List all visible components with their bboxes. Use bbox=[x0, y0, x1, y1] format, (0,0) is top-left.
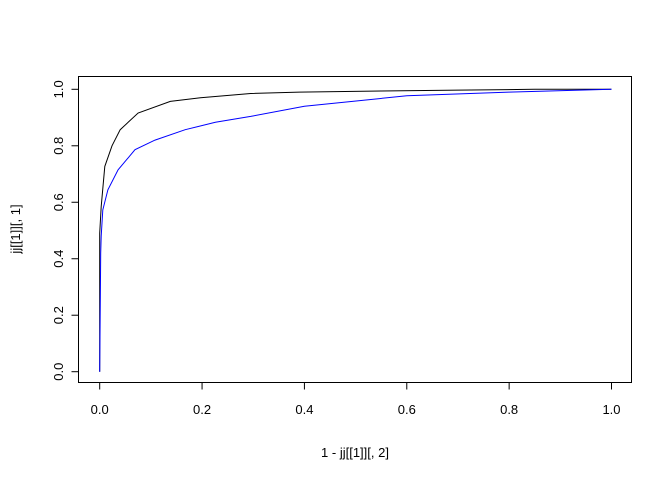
y-tick-label: 1.0 bbox=[51, 80, 66, 98]
y-tick-label: 0.6 bbox=[51, 193, 66, 211]
x-axis-label: 1 - jj[[1]][, 2] bbox=[321, 445, 389, 460]
x-tick-label: 0.6 bbox=[398, 402, 416, 417]
y-tick-label: 0.2 bbox=[51, 306, 66, 324]
y-axis-label: jj[[1]][, 1] bbox=[8, 204, 23, 254]
y-tick-label: 0.8 bbox=[51, 137, 66, 155]
y-tick-label: 0.4 bbox=[51, 250, 66, 268]
plot-box bbox=[78, 76, 632, 383]
series-line-1 bbox=[99, 88, 612, 372]
x-tick-label: 1.0 bbox=[602, 402, 620, 417]
y-tick-label: 0.0 bbox=[51, 363, 66, 381]
x-tick-label: 0.8 bbox=[500, 402, 518, 417]
x-tick-label: 0.0 bbox=[91, 402, 109, 417]
x-tick-label: 0.2 bbox=[193, 402, 211, 417]
series-line-2 bbox=[99, 88, 612, 372]
x-tick-label: 0.4 bbox=[295, 402, 313, 417]
